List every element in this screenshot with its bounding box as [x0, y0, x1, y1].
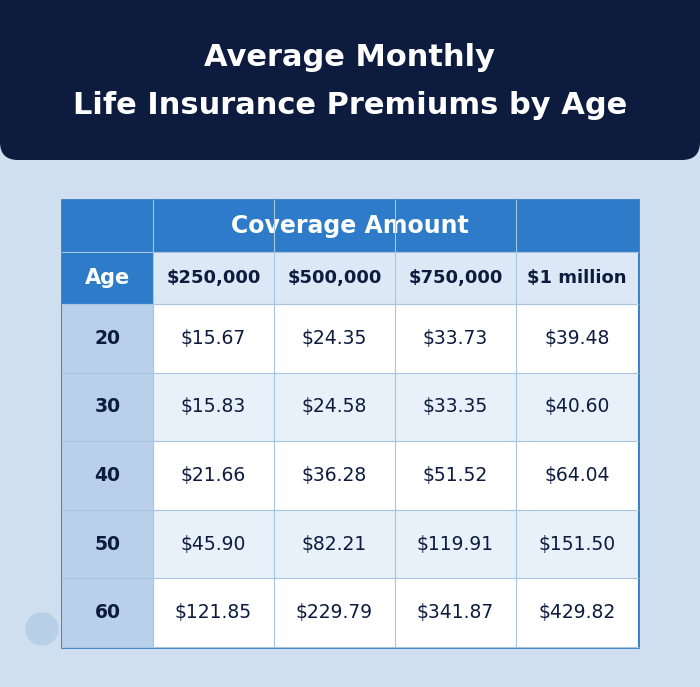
Text: $15.67: $15.67	[181, 329, 246, 348]
Text: Age: Age	[85, 268, 130, 288]
FancyBboxPatch shape	[153, 372, 638, 441]
Text: $429.82: $429.82	[538, 603, 615, 622]
Text: $36.28: $36.28	[302, 466, 367, 485]
FancyBboxPatch shape	[153, 578, 638, 647]
Text: $121.85: $121.85	[175, 603, 252, 622]
Text: $33.73: $33.73	[423, 329, 488, 348]
Text: 50: 50	[94, 534, 120, 554]
Text: $45.90: $45.90	[181, 534, 246, 554]
Text: $39.48: $39.48	[545, 329, 610, 348]
Text: $33.35: $33.35	[423, 397, 488, 416]
Text: $40.60: $40.60	[545, 397, 610, 416]
FancyBboxPatch shape	[0, 0, 700, 142]
Text: Coverage Amount: Coverage Amount	[231, 214, 469, 238]
Text: Average Monthly: Average Monthly	[204, 43, 496, 73]
FancyBboxPatch shape	[153, 304, 638, 372]
FancyBboxPatch shape	[62, 510, 153, 578]
Text: $64.04: $64.04	[544, 466, 610, 485]
Text: $341.87: $341.87	[416, 603, 494, 622]
Text: $24.35: $24.35	[302, 329, 367, 348]
FancyBboxPatch shape	[62, 578, 153, 647]
Text: 20: 20	[94, 329, 120, 348]
Text: 60: 60	[94, 603, 120, 622]
FancyBboxPatch shape	[62, 441, 153, 510]
Circle shape	[640, 77, 680, 117]
FancyBboxPatch shape	[62, 304, 153, 372]
FancyBboxPatch shape	[62, 372, 153, 441]
Text: 40: 40	[94, 466, 120, 485]
Text: 30: 30	[94, 397, 120, 416]
FancyBboxPatch shape	[62, 200, 638, 647]
Text: $500,000: $500,000	[287, 269, 382, 287]
Text: Life Insurance Premiums by Age: Life Insurance Premiums by Age	[73, 91, 627, 120]
Text: $15.83: $15.83	[181, 397, 246, 416]
Text: $229.79: $229.79	[296, 603, 373, 622]
FancyBboxPatch shape	[0, 0, 700, 160]
Text: $1 million: $1 million	[527, 269, 626, 287]
Text: $119.91: $119.91	[416, 534, 494, 554]
FancyBboxPatch shape	[153, 510, 638, 578]
Circle shape	[26, 613, 58, 645]
Text: $250,000: $250,000	[167, 269, 260, 287]
FancyBboxPatch shape	[62, 252, 153, 304]
Text: $51.52: $51.52	[423, 466, 488, 485]
FancyBboxPatch shape	[153, 441, 638, 510]
Text: $151.50: $151.50	[538, 534, 615, 554]
Text: $21.66: $21.66	[181, 466, 246, 485]
FancyBboxPatch shape	[62, 200, 638, 252]
FancyBboxPatch shape	[153, 252, 638, 304]
Text: $24.58: $24.58	[302, 397, 367, 416]
Text: $82.21: $82.21	[302, 534, 367, 554]
Text: $750,000: $750,000	[408, 269, 503, 287]
